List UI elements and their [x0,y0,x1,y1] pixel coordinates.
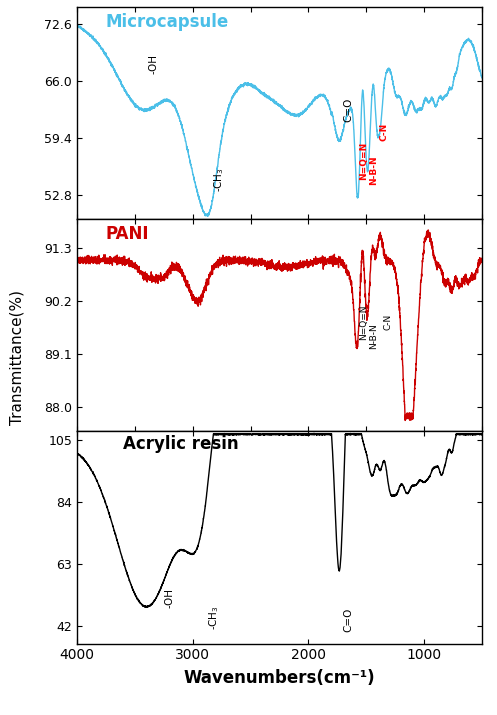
Text: C-N: C-N [383,314,392,330]
Text: N=Q=N: N=Q=N [359,142,368,180]
X-axis label: Wavenumbers(cm⁻¹): Wavenumbers(cm⁻¹) [184,669,375,687]
Text: C=O: C=O [343,98,353,122]
Text: PANI: PANI [106,225,150,242]
Text: N=Q=N: N=Q=N [359,305,368,340]
Text: -CH$_3$: -CH$_3$ [207,606,221,630]
Text: -OH: -OH [165,588,175,608]
Text: C=O: C=O [344,607,354,632]
Text: N-B-N: N-B-N [369,324,378,350]
Text: N-B-N: N-B-N [369,155,378,184]
Text: Microcapsule: Microcapsule [106,13,229,31]
Text: Transmittance(%): Transmittance(%) [10,290,25,425]
Text: Acrylic resin: Acrylic resin [123,435,239,453]
Text: C-N: C-N [379,123,388,142]
Text: -CH$_3$: -CH$_3$ [212,167,226,192]
Text: -OH: -OH [149,54,159,74]
